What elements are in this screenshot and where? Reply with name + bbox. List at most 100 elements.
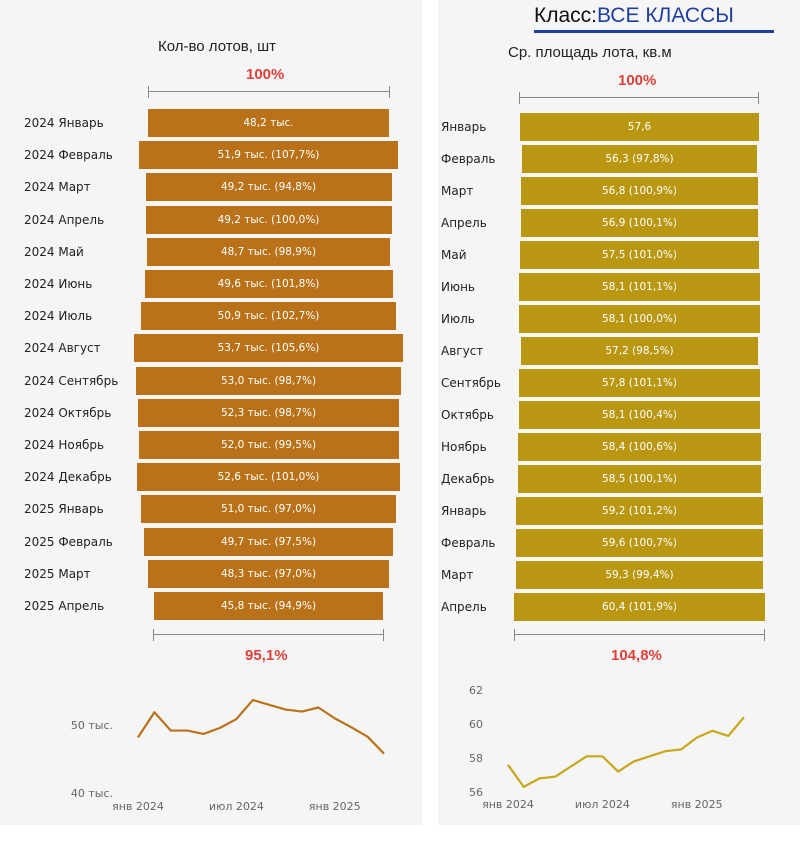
right-line-chart: 56 58 60 62 янв 2024 июл 2024 янв 2025 bbox=[469, 684, 745, 810]
right-bar-value: 57,2 (98,5%) bbox=[605, 345, 674, 357]
right-bar: 56,3 (97,8%) bbox=[522, 145, 757, 173]
right-bar: 57,8 (101,1%) bbox=[519, 369, 760, 397]
right-bottom-bracket bbox=[514, 629, 765, 641]
left-bar-value: 49,2 тыс. (100,0%) bbox=[217, 213, 320, 226]
class-filter-value[interactable]: ВСЕ КЛАССЫ bbox=[597, 4, 734, 27]
left-bar: 52,3 тыс. (98,7%) bbox=[137, 398, 400, 427]
class-filter-underline bbox=[534, 30, 774, 33]
x-tick-label: янв 2024 bbox=[112, 800, 164, 813]
right-bottom-pct: 104,8% bbox=[611, 647, 662, 664]
right-row-label: Апрель bbox=[441, 600, 487, 614]
right-row-label: Июнь bbox=[441, 280, 475, 294]
right-bar: 57,6 bbox=[519, 113, 760, 141]
left-row-label: 2025 Апрель bbox=[24, 599, 105, 613]
y-tick-label: 50 тыс. bbox=[71, 719, 113, 732]
x-tick-label: янв 2025 bbox=[671, 798, 723, 810]
y-tick-label: 62 bbox=[469, 684, 483, 697]
left-bar-value: 52,6 тыс. (101,0%) bbox=[217, 471, 320, 484]
right-bar-value: 57,6 bbox=[627, 121, 652, 133]
right-bar-value: 59,2 (101,2%) bbox=[602, 505, 677, 517]
right-bar: 58,1 (101,1%) bbox=[518, 273, 761, 301]
left-bar: 50,9 тыс. (102,7%) bbox=[141, 302, 396, 331]
right-chart-title: Ср. площадь лота, кв.м bbox=[508, 44, 672, 61]
right-row-label: Февраль bbox=[441, 536, 496, 550]
right-bar: 58,1 (100,4%) bbox=[518, 401, 761, 429]
right-row-label: Март bbox=[441, 184, 474, 198]
right-bar-value: 58,1 (100,4%) bbox=[602, 409, 677, 421]
left-bar-value: 51,0 тыс. (97,0%) bbox=[220, 503, 317, 516]
left-bar-value: 49,2 тыс. (94,8%) bbox=[220, 181, 317, 194]
left-bar: 48,7 тыс. (98,9%) bbox=[146, 237, 391, 266]
left-chart-title: Кол-во лотов, шт bbox=[158, 38, 276, 55]
right-bar-value: 58,1 (100,0%) bbox=[602, 313, 677, 325]
right-row-label: Ноябрь bbox=[441, 440, 487, 454]
left-row-label: 2025 Март bbox=[24, 566, 91, 581]
right-bar: 57,2 (98,5%) bbox=[520, 337, 759, 365]
left-bar: 51,0 тыс. (97,0%) bbox=[141, 495, 396, 524]
y-tick-label: 58 bbox=[469, 752, 483, 765]
x-tick-label: янв 2024 bbox=[482, 798, 534, 810]
class-filter-label: Класс: bbox=[534, 4, 597, 27]
left-bar: 53,0 тыс. (98,7%) bbox=[136, 366, 401, 395]
right-row-label: Март bbox=[441, 568, 474, 582]
left-bar: 49,2 тыс. (100,0%) bbox=[145, 205, 392, 234]
left-bar-value: 52,0 тыс. (99,5%) bbox=[220, 439, 317, 451]
right-row-label: Май bbox=[441, 248, 467, 262]
right-row-label: Август bbox=[441, 344, 484, 358]
left-row-label: 2024 Январь bbox=[24, 116, 104, 130]
right-bar-value: 60,4 (101,9%) bbox=[602, 601, 677, 613]
left-bottom-bracket bbox=[153, 629, 384, 641]
left-top-bracket bbox=[148, 86, 390, 98]
left-bar-value: 53,0 тыс. (98,7%) bbox=[220, 374, 317, 387]
left-bar-value: 53,7 тыс. (105,6%) bbox=[217, 342, 320, 355]
right-row-label: Апрель bbox=[441, 216, 487, 230]
right-bar: 57,5 (101,0%) bbox=[519, 241, 760, 269]
left-bar: 53,7 тыс. (105,6%) bbox=[134, 334, 403, 363]
left-top-pct: 100% bbox=[246, 66, 285, 83]
right-row-label: Декабрь bbox=[441, 472, 495, 486]
right-row-label: Январь bbox=[441, 120, 487, 134]
left-row-label: 2025 Февраль bbox=[24, 534, 113, 549]
right-bar-value: 58,4 (100,6%) bbox=[602, 441, 677, 453]
right-bar: 59,6 (100,7%) bbox=[515, 529, 764, 557]
left-bar-value: 49,6 тыс. (101,8%) bbox=[217, 278, 320, 290]
left-row-label: 2024 Сентябрь bbox=[24, 373, 119, 388]
right-bar: 56,9 (100,1%) bbox=[521, 209, 758, 237]
right-top-bracket bbox=[519, 92, 759, 104]
right-bar: 59,2 (101,2%) bbox=[516, 497, 763, 525]
y-tick-label: 40 тыс. bbox=[71, 787, 113, 800]
right-row-label: Февраль bbox=[441, 152, 496, 166]
left-bar: 45,8 тыс. (94,9%) bbox=[154, 592, 383, 620]
left-bar-value: 48,7 тыс. (98,9%) bbox=[220, 245, 317, 258]
y-tick-label: 60 bbox=[469, 718, 483, 731]
right-row-label: Январь bbox=[441, 504, 487, 518]
class-filter[interactable]: Класс:ВСЕ КЛАССЫ bbox=[534, 4, 734, 28]
left-bar-value: 49,7 тыс. (97,5%) bbox=[220, 535, 317, 548]
right-bar: 56,8 (100,9%) bbox=[521, 177, 758, 205]
left-bar-value: 48,2 тыс. bbox=[243, 117, 294, 129]
left-bar-value: 45,8 тыс. (94,9%) bbox=[220, 600, 317, 612]
right-bar-value: 57,8 (101,1%) bbox=[602, 377, 677, 389]
right-bar-value: 56,3 (97,8%) bbox=[605, 153, 674, 165]
left-bottom-pct: 95,1% bbox=[245, 647, 288, 664]
right-bar-value: 56,8 (100,9%) bbox=[602, 185, 677, 197]
series-line bbox=[507, 716, 745, 789]
left-bar: 52,0 тыс. (99,5%) bbox=[138, 431, 399, 459]
right-bar-value: 59,3 (99,4%) bbox=[605, 569, 674, 581]
left-row-label: 2024 Ноябрь bbox=[24, 438, 105, 452]
left-row-label: 2024 Май bbox=[24, 244, 84, 259]
left-bar: 49,6 тыс. (101,8%) bbox=[144, 270, 393, 298]
x-tick-label: июл 2024 bbox=[209, 800, 264, 813]
left-bar-value: 48,3 тыс. (97,0%) bbox=[220, 567, 317, 580]
right-row-label: Июль bbox=[441, 312, 475, 326]
left-bar: 52,6 тыс. (101,0%) bbox=[137, 463, 400, 492]
x-tick-label: янв 2025 bbox=[309, 800, 361, 813]
left-row-label: 2025 Январь bbox=[24, 502, 104, 517]
left-bar: 48,3 тыс. (97,0%) bbox=[147, 559, 390, 588]
right-bar: 59,3 (99,4%) bbox=[516, 561, 763, 589]
right-bar: 60,4 (101,9%) bbox=[513, 593, 766, 621]
x-tick-label: июл 2024 bbox=[575, 798, 630, 810]
left-row-label: 2024 Июль bbox=[24, 309, 93, 324]
left-row-label: 2024 Август bbox=[24, 341, 101, 356]
left-bar: 51,9 тыс. (107,7%) bbox=[138, 141, 399, 170]
